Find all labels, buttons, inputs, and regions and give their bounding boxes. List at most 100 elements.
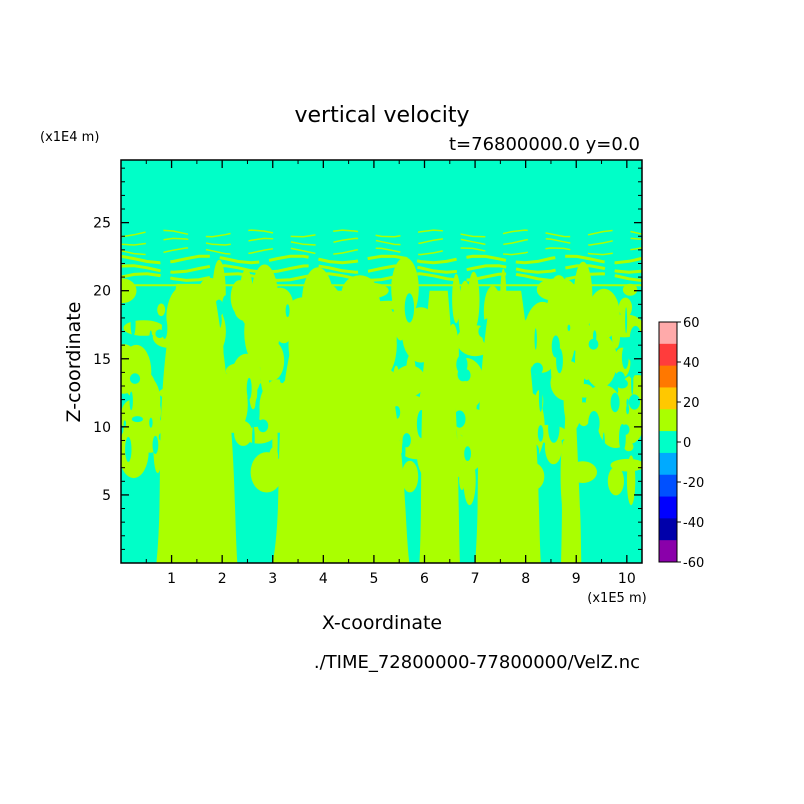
negative-patch [534,328,537,350]
negative-patch [537,425,544,442]
updraft-column-5 [561,399,582,563]
upper-layer-6 [121,229,642,238]
colorbar: 60 40 20 0 -20 -40 -60 [658,316,704,571]
positive-patch [463,456,476,506]
x-axis-ticks: 1 2 3 4 5 6 7 8 9 10 [145,160,636,587]
negative-patch [626,404,630,415]
positive-patch [622,283,638,296]
negative-patch [578,428,582,440]
negative-patch [155,329,164,339]
positive-patch [523,301,562,373]
negative-patch [588,338,599,350]
colorbar-tick-label: -60 [683,556,704,571]
negative-patch [462,369,471,382]
negative-patch [464,446,471,461]
negative-patch [129,373,141,384]
colorbar-swatch [659,343,677,367]
negative-patch [621,424,630,435]
positive-patch [457,302,470,321]
x-tick-label: 3 [268,571,277,587]
colorbar-tick-label: -40 [683,516,704,531]
colorbar-swatch [659,387,677,410]
y-axis-label: Z-coordinate [63,302,85,423]
x-tick-label: 9 [572,571,581,587]
positive-patch [252,284,273,305]
negative-patch [627,346,635,361]
positive-patch [459,469,465,490]
y-axis-ticks: 5 10 15 20 25 [93,167,642,550]
positive-patch [393,293,408,341]
colorbar-swatch [659,540,677,563]
negative-patch [538,382,543,412]
x-tick-label: 1 [167,571,176,587]
negative-patch [149,417,153,428]
negative-patch [634,297,642,318]
colorbar-swatch [659,518,677,541]
colorbar-swatch [659,431,677,454]
negative-patch [279,377,285,384]
updraft-column-2 [272,290,410,563]
negative-patch [129,391,133,411]
negative-patch [149,330,153,352]
chart-subtitle: t=76800000.0 y=0.0 [449,134,640,155]
negative-patch [625,307,628,334]
colorbar-swatch [659,496,677,519]
upper-layer-4 [121,247,642,256]
positive-patch [157,303,166,317]
x-axis-label: X-coordinate [322,612,442,634]
positive-patch [259,340,285,381]
colorbar-tick-label: 20 [683,396,700,411]
x-tick-label: 7 [471,571,480,587]
negative-patch [257,419,269,433]
negative-patch [123,420,127,428]
x-tick-label: 6 [420,571,429,587]
y-tick-label: 20 [93,284,111,300]
colorbar-swatch [659,365,677,388]
negative-patch [556,348,563,374]
colorbar-swatch [659,409,677,432]
negative-patch [453,410,466,428]
negative-patch [532,362,543,375]
y-tick-label: 5 [102,488,111,504]
negative-patch [131,416,143,423]
colorbar-tick-label: 40 [683,356,700,371]
y-tick-label: 15 [93,352,111,368]
upper-layer-5 [121,237,642,246]
upper-layers [121,229,642,287]
positive-patch [250,452,283,493]
updraft-column-3 [419,290,460,563]
upper-layer-3 [121,254,642,265]
negative-patch [152,435,159,455]
negative-patch [548,413,560,443]
x-unit-label: (x1E5 m) [587,591,646,606]
negative-patch [401,439,406,461]
negative-patch [588,411,600,436]
negative-patch [252,426,255,451]
upper-layer-1 [121,272,642,283]
positive-patch [575,334,585,392]
positive-patch [246,302,281,347]
y-tick-label: 10 [93,420,111,436]
positive-patch [230,280,249,315]
positive-patch [610,458,642,472]
negative-patch [567,324,571,331]
positive-patch [231,398,244,428]
negative-patch [130,311,136,337]
colorbar-swatch [659,474,677,498]
upper-layer-2 [121,264,642,274]
updraft-column-4 [475,290,541,563]
plot-area [121,160,642,563]
negative-patch [125,436,132,462]
negative-patch [604,447,611,461]
positive-patch [611,319,621,349]
colorbar-tick-label: 60 [683,316,700,331]
positive-patch [272,415,278,468]
x-tick-label: 10 [618,571,636,587]
x-tick-label: 5 [369,571,378,587]
negative-patch [150,350,161,367]
negative-patch [602,432,605,457]
updraft-columns [156,283,582,563]
x-tick-label: 2 [218,571,227,587]
positive-patch [221,377,262,387]
positive-patch [231,353,261,398]
